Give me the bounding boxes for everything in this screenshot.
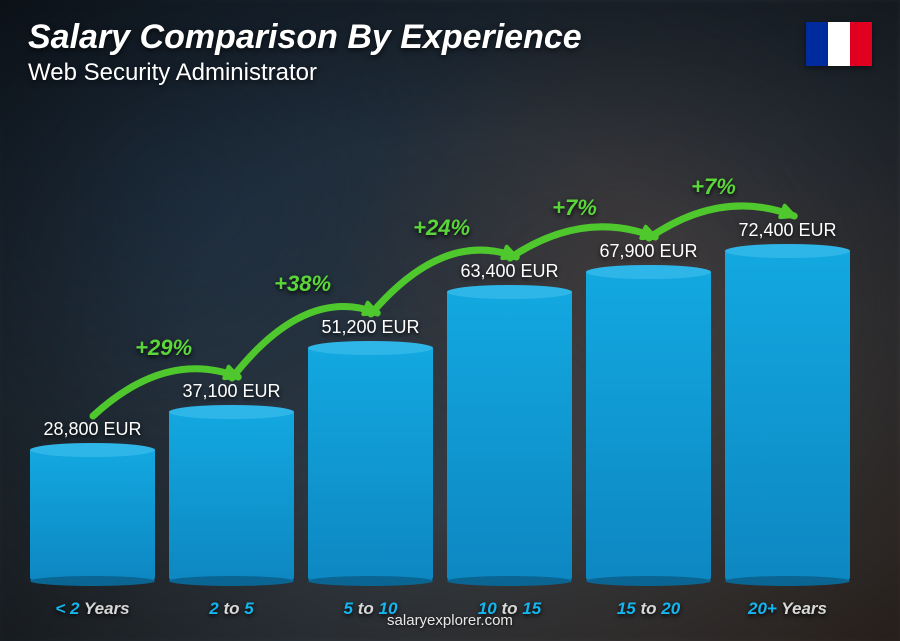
- page-subtitle: Web Security Administrator: [28, 59, 872, 87]
- chart-column: 37,100 EUR2 to 5: [169, 381, 294, 581]
- salary-bar-chart: 28,800 EUR< 2 Years37,100 EUR2 to 551,20…: [30, 101, 850, 581]
- chart-column: 67,900 EUR15 to 20: [586, 241, 711, 581]
- bar-value-label: 51,200 EUR: [321, 317, 419, 338]
- increase-pct-label: +29%: [135, 335, 192, 361]
- bar: [586, 272, 711, 581]
- chart-column: 28,800 EUR< 2 Years: [30, 419, 155, 581]
- bar-value-label: 72,400 EUR: [738, 220, 836, 241]
- bar-value-label: 28,800 EUR: [43, 419, 141, 440]
- page-title: Salary Comparison By Experience: [28, 18, 872, 57]
- bar-value-label: 63,400 EUR: [460, 261, 558, 282]
- increase-pct-label: +24%: [413, 215, 470, 241]
- footer-attribution: salaryexplorer.com: [0, 612, 900, 629]
- flag-stripe-blue: [806, 22, 828, 66]
- increase-pct-label: +38%: [274, 271, 331, 297]
- chart-column: 63,400 EUR10 to 15: [447, 261, 572, 581]
- country-flag-france: [806, 22, 872, 66]
- bar: [447, 292, 572, 581]
- bar-value-label: 37,100 EUR: [182, 381, 280, 402]
- flag-stripe-red: [850, 22, 872, 66]
- bar: [725, 251, 850, 581]
- bar-value-label: 67,900 EUR: [599, 241, 697, 262]
- bar: [308, 348, 433, 581]
- bar: [169, 412, 294, 581]
- chart-column: 72,400 EUR20+ Years: [725, 220, 850, 581]
- header: Salary Comparison By Experience Web Secu…: [28, 18, 872, 87]
- chart-column: 51,200 EUR5 to 10: [308, 317, 433, 581]
- flag-stripe-white: [828, 22, 850, 66]
- bar: [30, 450, 155, 581]
- increase-pct-label: +7%: [552, 195, 597, 221]
- increase-pct-label: +7%: [691, 174, 736, 200]
